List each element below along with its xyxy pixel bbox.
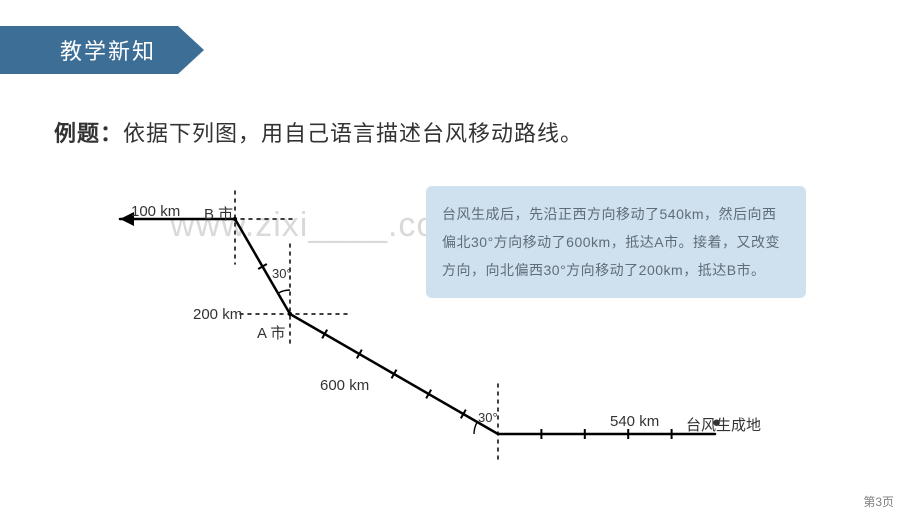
section-title: 教学新知 bbox=[0, 26, 178, 74]
page-number: 第3页 bbox=[863, 493, 894, 510]
label-angle1: 30° bbox=[478, 410, 498, 425]
label-d4: 100 km bbox=[131, 203, 180, 220]
label-d1: 540 km bbox=[610, 413, 659, 430]
label-angle2: 30° bbox=[272, 266, 292, 281]
label-d3: 200 km bbox=[193, 306, 242, 323]
problem-prefix: 例题： bbox=[54, 121, 123, 146]
label-cityA: A 市 bbox=[257, 322, 285, 343]
section-header: 教学新知 bbox=[0, 26, 204, 74]
problem-statement: 例题：依据下列图，用自己语言描述台风移动路线。 bbox=[54, 116, 583, 148]
typhoon-path-diagram: ● 540 km 台风生成地 600 km 30° 200 km A 市 30°… bbox=[80, 165, 760, 495]
diagram-svg bbox=[80, 165, 760, 495]
band-arrow-icon bbox=[178, 26, 204, 74]
problem-text: 依据下列图，用自己语言描述台风移动路线。 bbox=[123, 121, 583, 146]
label-origin: 台风生成地 bbox=[686, 414, 761, 435]
label-cityB: B 市 bbox=[204, 203, 233, 224]
label-d2: 600 km bbox=[320, 377, 369, 394]
